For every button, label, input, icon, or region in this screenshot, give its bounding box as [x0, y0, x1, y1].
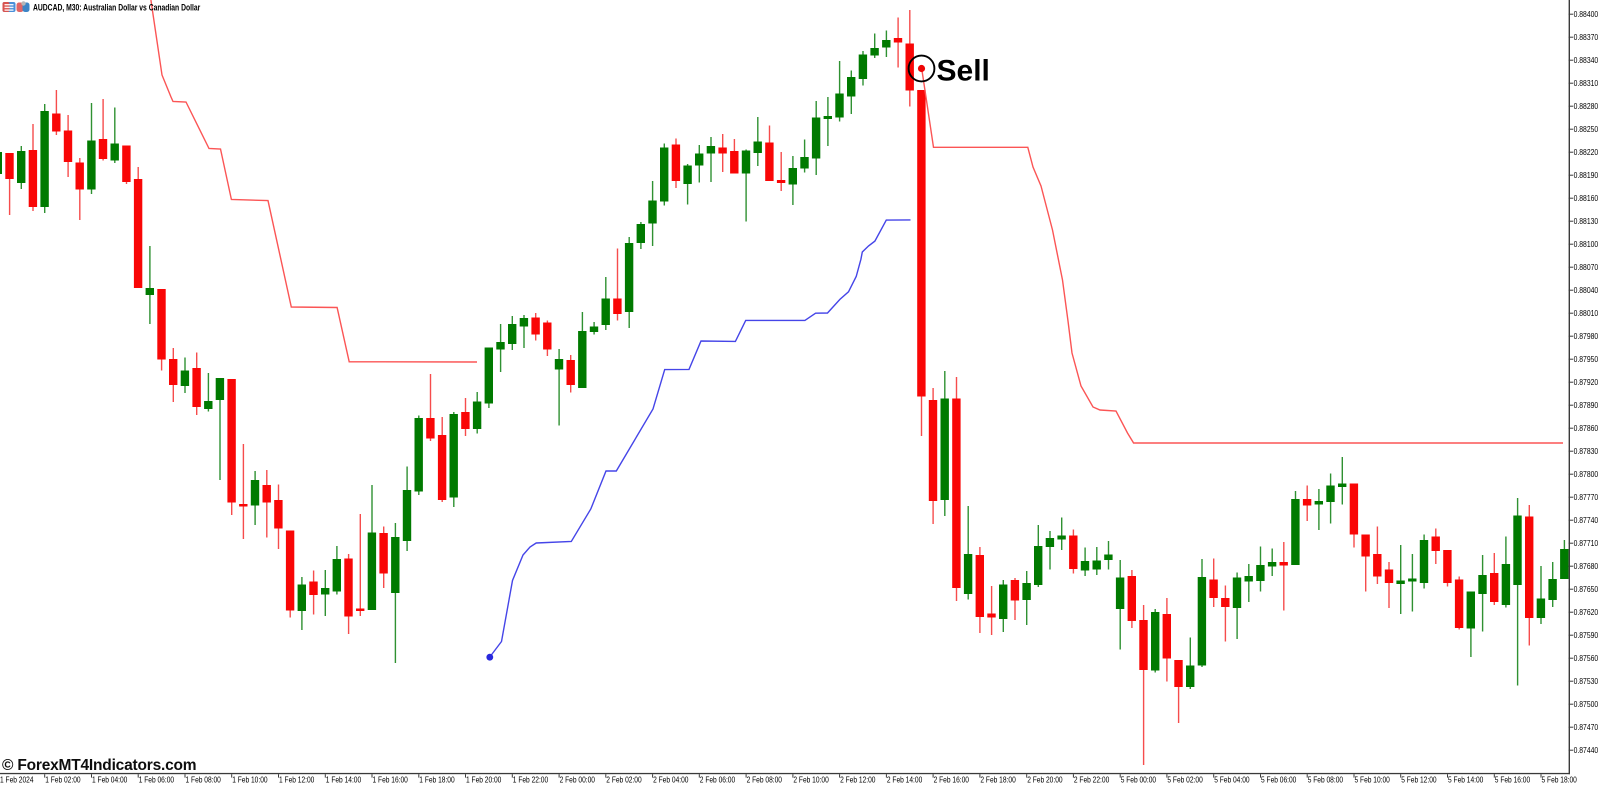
svg-text:AUDCAD, M30: Australian Dolla: AUDCAD, M30: Australian Dollar vs Canadi… — [33, 3, 201, 13]
svg-text:0.88250: 0.88250 — [1574, 124, 1599, 134]
svg-text:2 Feb 02:00: 2 Feb 02:00 — [606, 775, 641, 785]
svg-text:2 Feb 10:00: 2 Feb 10:00 — [793, 775, 828, 785]
svg-text:0.87650: 0.87650 — [1574, 584, 1599, 594]
svg-text:0.87470: 0.87470 — [1574, 722, 1599, 732]
svg-text:0.88280: 0.88280 — [1574, 101, 1599, 111]
svg-text:1 Feb 14:00: 1 Feb 14:00 — [326, 775, 361, 785]
svg-text:1 Feb 20:00: 1 Feb 20:00 — [466, 775, 501, 785]
svg-text:1 Feb 22:00: 1 Feb 22:00 — [513, 775, 548, 785]
svg-text:0.88340: 0.88340 — [1574, 55, 1599, 65]
svg-text:5 Feb 18:00: 5 Feb 18:00 — [1542, 775, 1577, 785]
svg-text:1 Feb 12:00: 1 Feb 12:00 — [279, 775, 314, 785]
svg-text:0.87920: 0.87920 — [1574, 377, 1599, 387]
svg-text:5 Feb 08:00: 5 Feb 08:00 — [1308, 775, 1343, 785]
svg-text:2 Feb 16:00: 2 Feb 16:00 — [934, 775, 969, 785]
svg-text:0.87530: 0.87530 — [1574, 676, 1599, 686]
svg-text:0.87620: 0.87620 — [1574, 607, 1599, 617]
svg-text:2 Feb 18:00: 2 Feb 18:00 — [980, 775, 1015, 785]
svg-text:0.87560: 0.87560 — [1574, 653, 1599, 663]
svg-text:Sell: Sell — [937, 55, 990, 88]
svg-text:0.87440: 0.87440 — [1574, 745, 1599, 755]
svg-text:1 Feb 04:00: 1 Feb 04:00 — [92, 775, 127, 785]
svg-text:0.88160: 0.88160 — [1574, 193, 1599, 203]
svg-text:0.88220: 0.88220 — [1574, 147, 1599, 157]
svg-text:5 Feb 10:00: 5 Feb 10:00 — [1355, 775, 1390, 785]
svg-text:0.87860: 0.87860 — [1574, 423, 1599, 433]
svg-text:5 Feb 16:00: 5 Feb 16:00 — [1495, 775, 1530, 785]
svg-text:1 Feb 16:00: 1 Feb 16:00 — [373, 775, 408, 785]
svg-text:0.87710: 0.87710 — [1574, 538, 1599, 548]
svg-text:0.88040: 0.88040 — [1574, 285, 1599, 295]
svg-text:2 Feb 22:00: 2 Feb 22:00 — [1074, 775, 1109, 785]
svg-text:0.88130: 0.88130 — [1574, 216, 1599, 226]
svg-text:0.88400: 0.88400 — [1574, 9, 1599, 19]
svg-text:0.87500: 0.87500 — [1574, 699, 1599, 709]
svg-text:2 Feb 20:00: 2 Feb 20:00 — [1027, 775, 1062, 785]
svg-text:0.88070: 0.88070 — [1574, 262, 1599, 272]
svg-text:5 Feb 06:00: 5 Feb 06:00 — [1261, 775, 1296, 785]
svg-text:0.87740: 0.87740 — [1574, 515, 1599, 525]
svg-text:1 Feb 10:00: 1 Feb 10:00 — [232, 775, 267, 785]
svg-text:0.88190: 0.88190 — [1574, 170, 1599, 180]
svg-text:0.87590: 0.87590 — [1574, 630, 1599, 640]
svg-text:0.87800: 0.87800 — [1574, 469, 1599, 479]
svg-text:0.87680: 0.87680 — [1574, 561, 1599, 571]
svg-text:0.87770: 0.87770 — [1574, 492, 1599, 502]
svg-text:5 Feb 14:00: 5 Feb 14:00 — [1448, 775, 1483, 785]
svg-text:2 Feb 08:00: 2 Feb 08:00 — [747, 775, 782, 785]
svg-text:1 Feb 2024: 1 Feb 2024 — [0, 775, 34, 785]
svg-text:1 Feb 02:00: 1 Feb 02:00 — [45, 775, 80, 785]
svg-text:0.88310: 0.88310 — [1574, 78, 1599, 88]
svg-text:2 Feb 06:00: 2 Feb 06:00 — [700, 775, 735, 785]
svg-text:0.88010: 0.88010 — [1574, 308, 1599, 318]
svg-text:0.87950: 0.87950 — [1574, 354, 1599, 364]
svg-text:2 Feb 04:00: 2 Feb 04:00 — [653, 775, 688, 785]
svg-text:0.88100: 0.88100 — [1574, 239, 1599, 249]
svg-text:0.87830: 0.87830 — [1574, 446, 1599, 456]
svg-text:2 Feb 00:00: 2 Feb 00:00 — [560, 775, 595, 785]
svg-text:0.87980: 0.87980 — [1574, 331, 1599, 341]
svg-text:5 Feb 12:00: 5 Feb 12:00 — [1401, 775, 1436, 785]
svg-text:5 Feb 00:00: 5 Feb 00:00 — [1121, 775, 1156, 785]
svg-text:2 Feb 12:00: 2 Feb 12:00 — [840, 775, 875, 785]
svg-text:1 Feb 08:00: 1 Feb 08:00 — [186, 775, 221, 785]
svg-text:1 Feb 06:00: 1 Feb 06:00 — [139, 775, 174, 785]
svg-text:5 Feb 02:00: 5 Feb 02:00 — [1167, 775, 1202, 785]
svg-text:0.88370: 0.88370 — [1574, 32, 1599, 42]
svg-text:© ForexMT4Indicators.com: © ForexMT4Indicators.com — [2, 757, 196, 774]
svg-text:2 Feb 14:00: 2 Feb 14:00 — [887, 775, 922, 785]
svg-text:0.87890: 0.87890 — [1574, 400, 1599, 410]
svg-text:1 Feb 18:00: 1 Feb 18:00 — [419, 775, 454, 785]
svg-text:5 Feb 04:00: 5 Feb 04:00 — [1214, 775, 1249, 785]
